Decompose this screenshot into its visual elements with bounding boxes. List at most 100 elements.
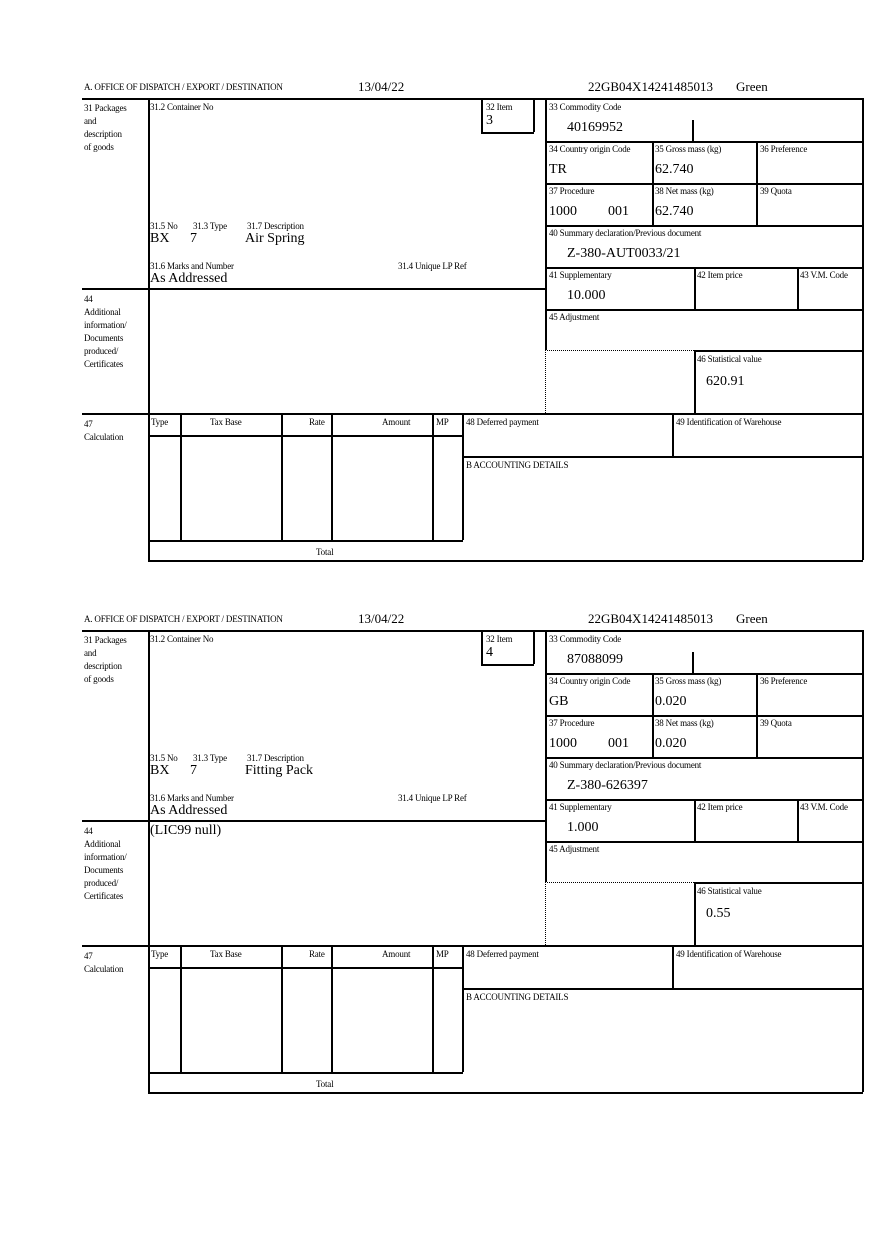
container-no-label: 31.2 Container No <box>150 102 214 112</box>
form-line <box>862 98 864 560</box>
form-line <box>692 120 694 141</box>
form-line <box>462 413 464 540</box>
statistical-value-label: 46 Statistical value <box>697 354 762 364</box>
form-line <box>82 945 863 947</box>
col-tax-base-header: Tax Base <box>210 949 242 959</box>
status: Green <box>736 611 768 626</box>
form-line <box>756 141 758 225</box>
statistical-value-label: 46 Statistical value <box>697 886 762 896</box>
form-line <box>694 882 696 945</box>
commodity-code-label: 33 Commodity Code <box>549 102 622 112</box>
form-line <box>694 350 696 413</box>
commodity-code-value: 40169952 <box>567 120 623 135</box>
calculation-label: 47 Calculation <box>84 951 124 974</box>
supplementary-label: 41 Supplementary <box>549 270 612 280</box>
form-line <box>545 799 863 801</box>
package-type-label: 31.3 Type <box>193 753 227 763</box>
form-line <box>545 841 863 843</box>
unique-lp-ref-label: 31.4 Unique LP Ref <box>398 261 467 271</box>
form-line <box>862 630 864 1092</box>
col-mp-header: MP <box>436 949 449 959</box>
form-line <box>652 141 654 225</box>
reference-number: 22GB04X14241485013 <box>588 79 713 94</box>
col-mp-header: MP <box>436 417 449 427</box>
form-line <box>652 673 654 757</box>
form-line <box>432 413 434 540</box>
col-amount-header: Amount <box>382 417 411 427</box>
gross-mass-value: 0.020 <box>655 694 687 709</box>
procedure-value: 1000 <box>549 204 577 219</box>
form-line <box>481 630 483 664</box>
form-line <box>756 673 758 757</box>
form-line <box>481 98 483 132</box>
form-line <box>82 413 863 415</box>
form-line <box>462 945 464 1072</box>
gross-mass-label: 35 Gross mass (kg) <box>655 676 722 686</box>
total-label: Total <box>316 1079 334 1089</box>
item-price-label: 42 Item price <box>697 270 743 280</box>
form-line <box>797 267 799 309</box>
form-line <box>545 267 863 269</box>
procedure-label: 37 Procedure <box>549 186 595 196</box>
deferred-payment-label: 48 Deferred payment <box>466 949 539 959</box>
col-rate-header: Rate <box>309 949 325 959</box>
package-no-label: 31.5 No <box>150 753 178 763</box>
adjustment-label: 45 Adjustment <box>549 844 600 854</box>
vm-code-label: 43 V.M. Code <box>800 802 848 812</box>
form-line <box>481 664 534 666</box>
dotted-line <box>545 882 694 883</box>
net-mass-label: 38 Net mass (kg) <box>655 186 714 196</box>
supplementary-value: 10.000 <box>567 288 606 303</box>
col-type-header: Type <box>151 949 169 959</box>
adjustment-label: 45 Adjustment <box>549 312 600 322</box>
statistical-value-value: 0.55 <box>706 906 731 921</box>
supplementary-label: 41 Supplementary <box>549 802 612 812</box>
form-line <box>180 945 182 1072</box>
marks-label: 31.6 Marks and Number <box>150 793 234 803</box>
form-line <box>281 945 283 1072</box>
package-no-label: 31.5 No <box>150 221 178 231</box>
form-line <box>694 799 696 841</box>
procedure-extra-value: 001 <box>608 204 629 219</box>
unique-lp-ref-label: 31.4 Unique LP Ref <box>398 793 467 803</box>
summary-declaration-label: 40 Summary declaration/Previous document <box>549 228 702 238</box>
net-mass-value: 0.020 <box>655 736 687 751</box>
form-line <box>545 141 863 143</box>
col-rate-header: Rate <box>309 417 325 427</box>
declaration-item-block-2: A. OFFICE OF DISPATCH / EXPORT / DESTINA… <box>0 612 882 1112</box>
form-line <box>148 540 463 542</box>
packages-label: 31 Packages and description of goods <box>84 103 127 152</box>
package-no-value: BX <box>150 231 170 246</box>
form-line <box>545 630 547 882</box>
form-line <box>533 630 535 664</box>
container-no-label: 31.2 Container No <box>150 634 214 644</box>
item-label: 32 Item <box>486 634 513 644</box>
marks-label: 31.6 Marks and Number <box>150 261 234 271</box>
form-line <box>694 350 863 352</box>
form-line <box>148 630 150 1092</box>
form-line <box>694 267 696 309</box>
form-line <box>694 882 863 884</box>
form-line <box>545 757 863 759</box>
gross-mass-value: 62.740 <box>655 162 694 177</box>
reference-number: 22GB04X14241485013 <box>588 611 713 626</box>
commodity-code-value: 87088099 <box>567 652 623 667</box>
form-line <box>148 967 463 969</box>
description-label: 31.7 Description <box>247 753 304 763</box>
deferred-payment-label: 48 Deferred payment <box>466 417 539 427</box>
status: Green <box>736 79 768 94</box>
item-value: 3 <box>486 113 493 128</box>
item-label: 32 Item <box>486 102 513 112</box>
form-line <box>148 1072 463 1074</box>
col-type-header: Type <box>151 417 169 427</box>
net-mass-value: 62.740 <box>655 204 694 219</box>
form-line <box>432 945 434 1072</box>
item-value: 4 <box>486 645 493 660</box>
description-value: Fitting Pack <box>245 763 314 778</box>
form-line <box>545 309 863 311</box>
description-label: 31.7 Description <box>247 221 304 231</box>
marks-value: As Addressed <box>150 271 228 286</box>
supplementary-value: 1.000 <box>567 820 599 835</box>
item-price-label: 42 Item price <box>697 802 743 812</box>
quota-label: 39 Quota <box>760 718 792 728</box>
